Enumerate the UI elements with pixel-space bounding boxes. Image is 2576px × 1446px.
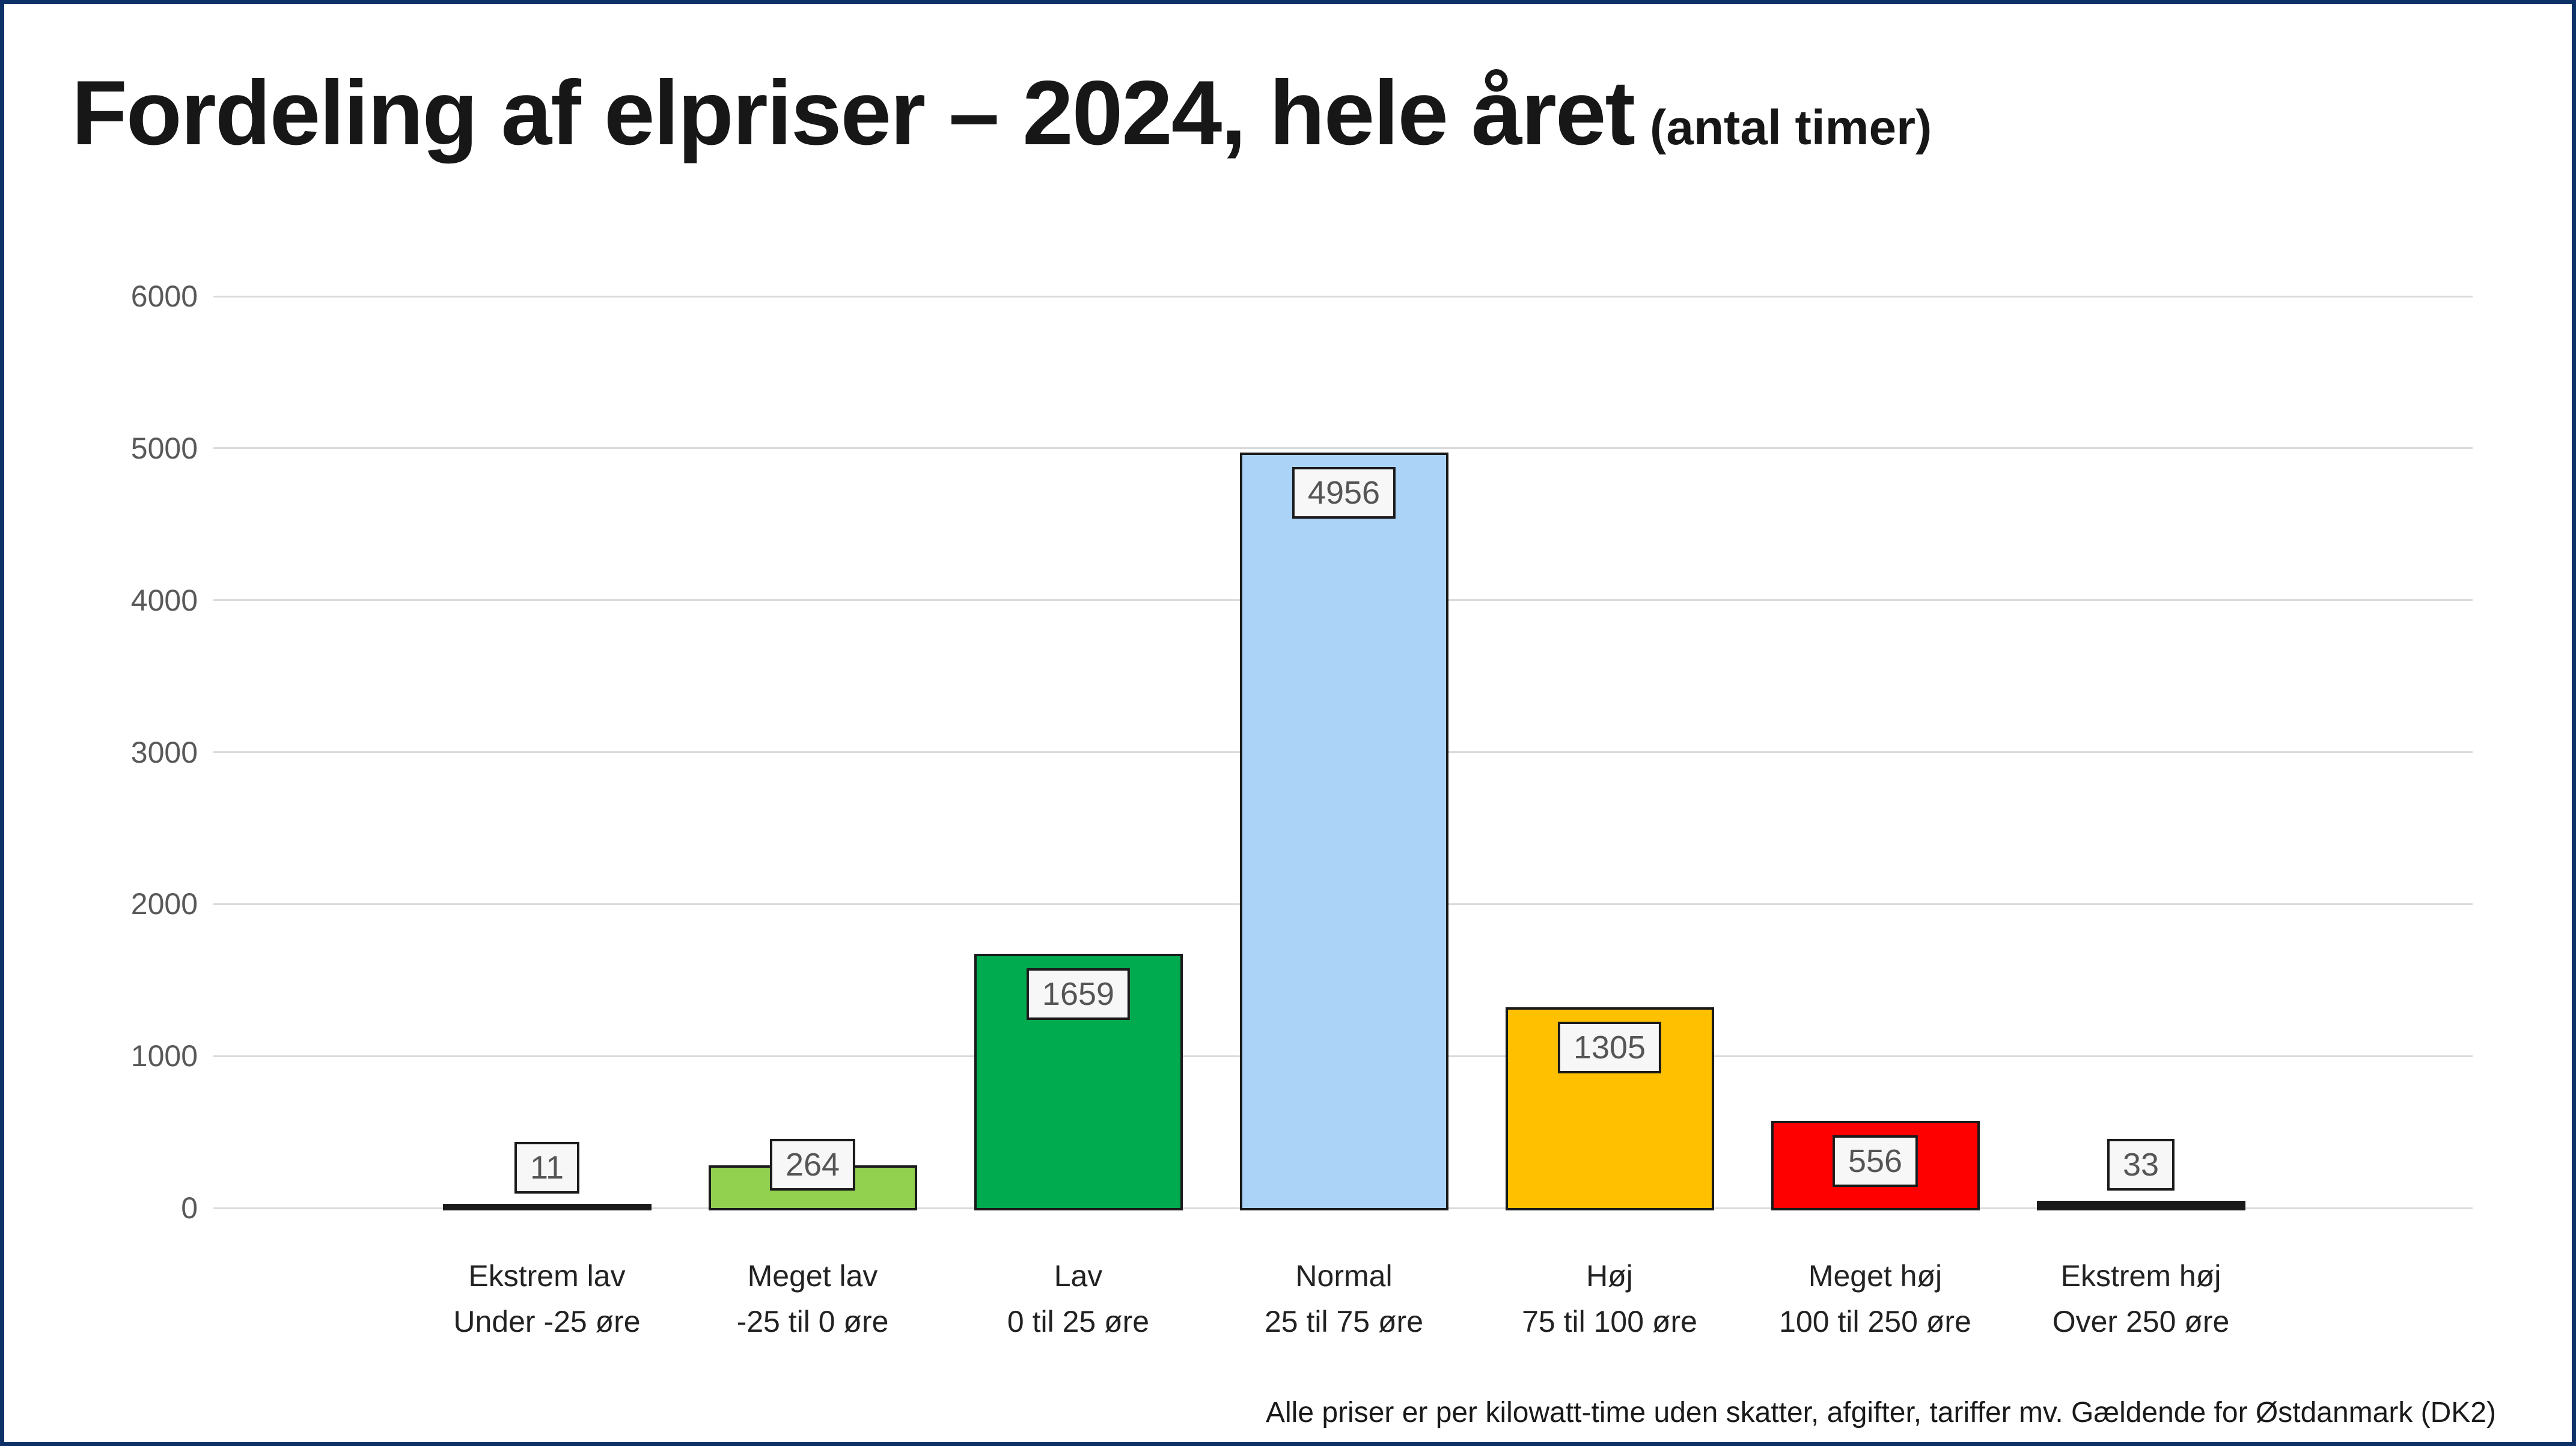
y-axis-tick-label: 6000 — [130, 279, 198, 313]
y-axis-tick-label: 3000 — [130, 735, 198, 769]
category-label: Normal 25 til 75 øre — [1211, 1253, 1477, 1344]
category-price-range: 25 til 75 øre — [1264, 1305, 1423, 1338]
category-label: Lav 0 til 25 øre — [945, 1253, 1211, 1344]
y-axis-tick-label: 2000 — [130, 887, 198, 921]
bar-value-label: 33 — [2107, 1138, 2175, 1191]
page-title: Fordeling af elpriser – 2024, hele året (… — [72, 62, 1932, 179]
gridline-5000 — [213, 447, 2473, 450]
category-name: Ekstrem høj — [2060, 1259, 2221, 1293]
bar-ekstrem-lav — [442, 1204, 652, 1210]
category-name: Meget lav — [747, 1259, 878, 1293]
category-name: Ekstrem lav — [468, 1259, 626, 1293]
bar-value-label: 11 — [514, 1142, 580, 1194]
y-axis-tick-label: 1000 — [130, 1039, 198, 1073]
category-label: Meget høj 100 til 250 øre — [1742, 1253, 2008, 1344]
footnote: Alle priser er per kilowatt-time uden sk… — [1265, 1397, 2496, 1429]
category-price-range: Under -25 øre — [453, 1305, 641, 1338]
bar-value-label: 4956 — [1292, 466, 1396, 519]
category-label: Ekstrem høj Over 250 øre — [2008, 1253, 2274, 1344]
category-name: Normal — [1295, 1259, 1393, 1293]
bar-value-label: 556 — [1832, 1135, 1918, 1188]
category-price-range: 0 til 25 øre — [1007, 1305, 1150, 1338]
category-price-range: Over 250 øre — [2052, 1305, 2230, 1338]
page-title-text: Fordeling af elpriser – 2024, hele året — [72, 62, 1635, 164]
y-axis-tick-label: 0 — [181, 1191, 198, 1225]
category-name: Høj — [1586, 1259, 1633, 1293]
y-axis-tick-label: 4000 — [130, 583, 198, 617]
bar-value-label: 1659 — [1026, 968, 1131, 1020]
gridline-6000 — [213, 295, 2473, 297]
category-price-range: 75 til 100 øre — [1522, 1305, 1697, 1338]
bar-ekstrem-høj — [2036, 1200, 2245, 1210]
category-price-range: 100 til 250 øre — [1779, 1305, 1971, 1338]
category-label: Ekstrem lav Under -25 øre — [414, 1253, 680, 1344]
bar-value-label: 1305 — [1557, 1022, 1662, 1074]
category-label: Meget lav -25 til 0 øre — [680, 1253, 945, 1344]
bar-chart: 0 1000 2000 3000 4000 5000 6000 11 Ekstrem lav Un… — [4, 4, 2572, 1442]
category-name: Lav — [1054, 1259, 1103, 1293]
category-name: Meget høj — [1808, 1259, 1943, 1293]
bar-normal — [1239, 452, 1448, 1210]
y-axis-tick-label: 5000 — [130, 431, 198, 465]
page-title-suffix: (antal timer) — [1650, 100, 1932, 155]
bar-value-label: 264 — [769, 1139, 856, 1191]
category-label: Høj 75 til 100 øre — [1477, 1253, 1742, 1344]
category-price-range: -25 til 0 øre — [736, 1305, 889, 1338]
